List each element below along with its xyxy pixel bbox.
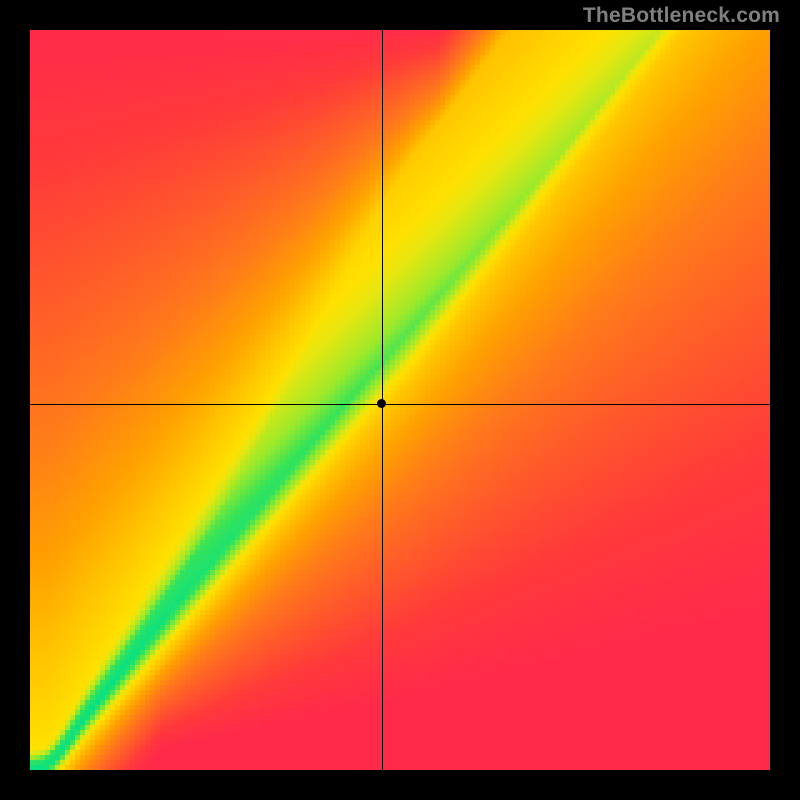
heatmap-plot <box>30 30 770 770</box>
heatmap-canvas <box>30 30 770 770</box>
watermark-text: TheBottleneck.com <box>583 4 780 28</box>
chart-frame: TheBottleneck.com <box>0 0 800 800</box>
